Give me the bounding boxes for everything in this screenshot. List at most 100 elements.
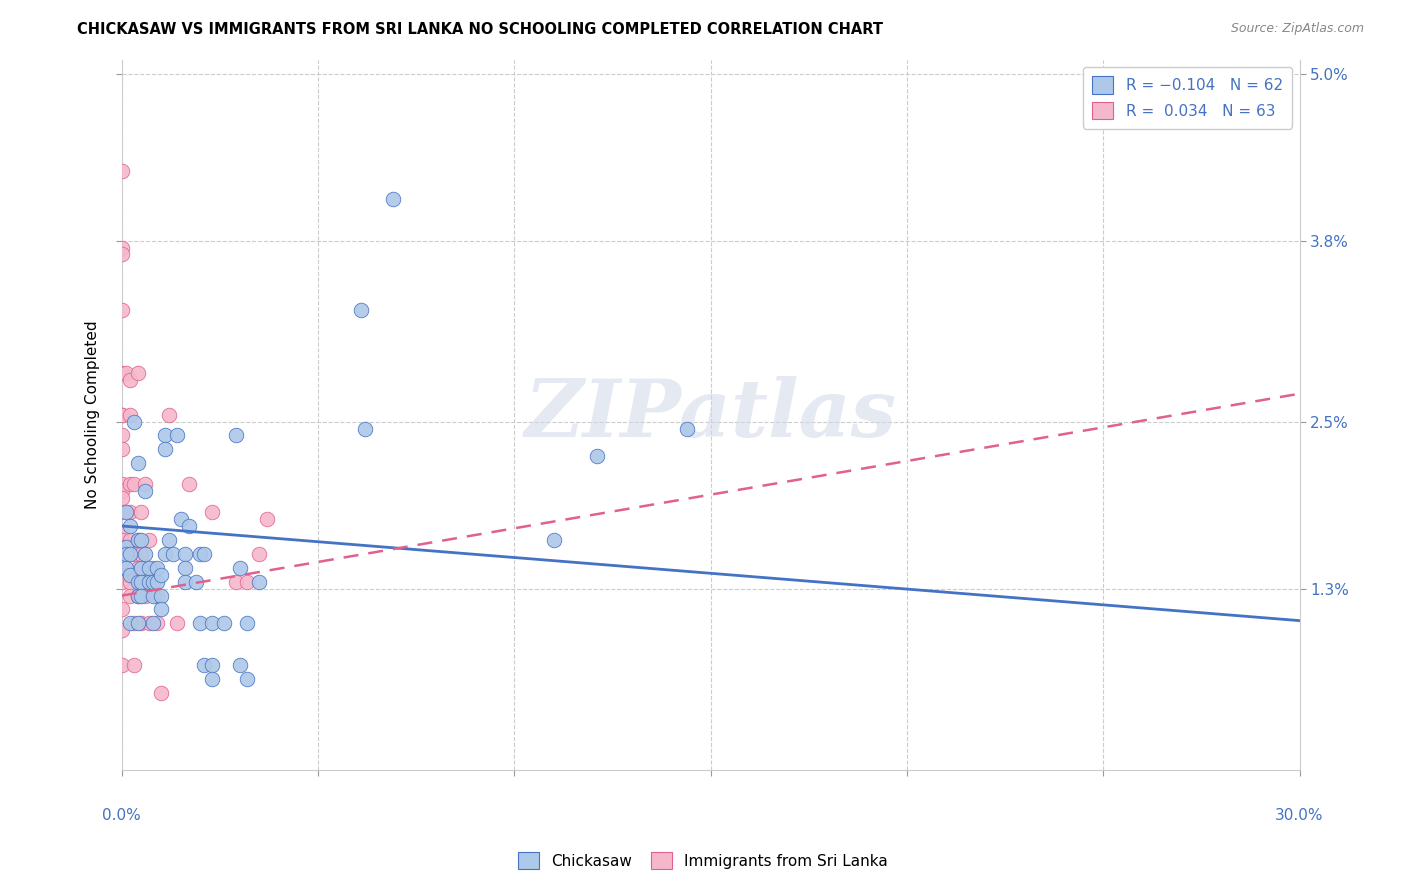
Point <box>173 547 195 561</box>
Point <box>543 533 565 547</box>
Point <box>236 672 259 686</box>
Point <box>142 574 165 589</box>
Point <box>162 547 184 561</box>
Point <box>201 672 224 686</box>
Point <box>127 560 149 574</box>
Point <box>111 408 134 422</box>
Point <box>127 366 149 380</box>
Point <box>134 589 156 603</box>
Point <box>150 589 173 603</box>
Point <box>111 554 134 568</box>
Point <box>122 658 145 673</box>
Point <box>150 602 173 616</box>
Point <box>131 560 153 574</box>
Point <box>381 192 404 206</box>
Point <box>114 547 136 561</box>
Point <box>122 477 145 491</box>
Point <box>111 366 134 380</box>
Point <box>173 560 195 574</box>
Text: Source: ZipAtlas.com: Source: ZipAtlas.com <box>1230 22 1364 36</box>
Point <box>111 525 134 540</box>
Point <box>122 415 145 429</box>
Point <box>212 616 235 631</box>
Point <box>138 574 160 589</box>
Point <box>118 616 141 631</box>
Point <box>127 533 149 547</box>
Point <box>247 547 270 561</box>
Point <box>177 519 200 533</box>
Legend: R = −0.104   N = 62, R =  0.034   N = 63: R = −0.104 N = 62, R = 0.034 N = 63 <box>1083 67 1292 128</box>
Point <box>585 450 607 464</box>
Point <box>236 616 259 631</box>
Point <box>111 602 134 616</box>
Point <box>111 241 134 255</box>
Point <box>228 560 250 574</box>
Point <box>193 547 215 561</box>
Point <box>118 477 141 491</box>
Point <box>118 567 141 582</box>
Point <box>127 589 149 603</box>
Point <box>118 519 141 533</box>
Point <box>153 428 176 442</box>
Text: CHICKASAW VS IMMIGRANTS FROM SRI LANKA NO SCHOOLING COMPLETED CORRELATION CHART: CHICKASAW VS IMMIGRANTS FROM SRI LANKA N… <box>77 22 883 37</box>
Point <box>134 574 156 589</box>
Point <box>153 547 176 561</box>
Point <box>256 512 278 526</box>
Point <box>247 574 270 589</box>
Point <box>131 574 153 589</box>
Point <box>131 505 153 519</box>
Point <box>131 533 153 547</box>
Legend: Chickasaw, Immigrants from Sri Lanka: Chickasaw, Immigrants from Sri Lanka <box>512 846 894 875</box>
Point <box>350 303 373 318</box>
Point <box>236 574 259 589</box>
Point <box>127 456 149 470</box>
Point <box>138 560 160 574</box>
Point <box>118 589 141 603</box>
Point <box>201 505 224 519</box>
Point <box>228 658 250 673</box>
Point <box>177 477 200 491</box>
Point <box>173 574 195 589</box>
Point <box>118 373 141 387</box>
Point <box>225 428 247 442</box>
Point <box>118 408 141 422</box>
Point <box>111 442 134 457</box>
Point <box>111 408 134 422</box>
Point <box>170 512 193 526</box>
Point <box>134 484 156 499</box>
Point <box>146 589 169 603</box>
Point <box>127 616 149 631</box>
Point <box>153 442 176 457</box>
Point <box>138 533 160 547</box>
Point <box>150 686 173 700</box>
Point <box>131 547 153 561</box>
Point <box>166 616 188 631</box>
Point <box>118 567 141 582</box>
Point <box>138 574 160 589</box>
Point <box>131 616 153 631</box>
Point <box>114 540 136 554</box>
Y-axis label: No Schooling Completed: No Schooling Completed <box>86 320 100 509</box>
Point <box>186 574 208 589</box>
Point <box>138 574 160 589</box>
Point <box>111 540 134 554</box>
Point <box>146 616 169 631</box>
Point <box>146 560 169 574</box>
Point <box>131 574 153 589</box>
Point <box>166 428 188 442</box>
Point <box>122 547 145 561</box>
Point <box>111 491 134 505</box>
Point <box>111 533 134 547</box>
Point <box>114 366 136 380</box>
Point <box>134 477 156 491</box>
Point <box>111 658 134 673</box>
Point <box>157 408 180 422</box>
Point <box>142 560 165 574</box>
Point <box>201 658 224 673</box>
Text: 0.0%: 0.0% <box>103 808 141 823</box>
Point <box>188 616 211 631</box>
Point <box>131 589 153 603</box>
Point <box>111 477 134 491</box>
Point <box>118 540 141 554</box>
Point <box>114 505 136 519</box>
